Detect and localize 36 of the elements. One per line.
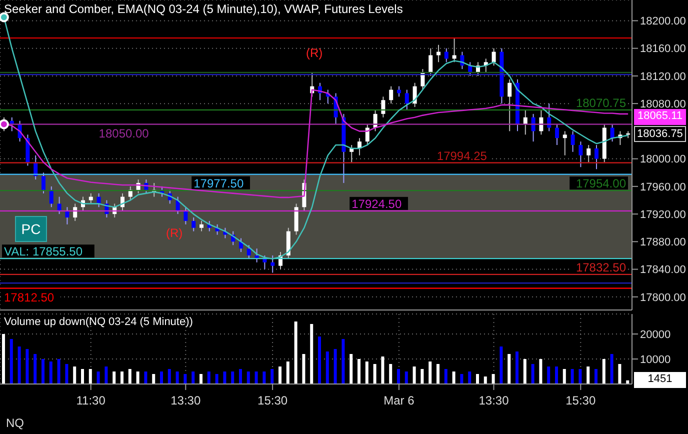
y-tick-label: 17960.00 [640,181,686,194]
y-tick-label: 18000.00 [640,154,686,166]
ref-line-label: 18050.00 [98,126,150,140]
text: 1451 [634,372,686,388]
chart-title: Volume up down(NQ 03-24 (5 Minute)) [4,316,193,328]
ref-line-label: 18070.75 [576,96,626,110]
y-tick-label: 20000 [640,328,671,341]
x-tick-label: 13:30 [170,394,201,408]
x-tick-label: Mar 6 [384,394,415,408]
text: 18036.75 [634,126,686,142]
ref-line-label: 17812.50 [4,290,54,304]
y-tick-label: 17880.00 [640,236,686,249]
y-tick-label: 17800.00 [640,292,686,304]
y-tick-label: 18080.00 [640,98,686,110]
x-tick-label: 15:30 [566,394,596,408]
y-tick-label: 18120.00 [640,70,686,83]
x-tick-label: 11:30 [76,394,106,408]
chart-title: Seeker and Comber, EMA(NQ 03-24 (5 Minute),10), VWAP, Futures Levels [4,2,403,16]
y-tick-label: 18160.00 [640,43,686,56]
annotation: (R) [306,46,323,60]
ref-line-label: VAL: 17855.50 [4,244,83,259]
ref-line-label: 17954.00 [576,176,626,191]
y-tick-label: 17840.00 [640,264,686,276]
x-tick-label: 15:30 [258,394,288,408]
text: 18065.11 [634,109,686,125]
ref-line-label: 17832.50 [576,260,626,274]
pc-button: PC [15,216,47,242]
ref-line-label: 17994.25 [436,148,488,163]
text: NQ [6,416,24,430]
y-tick-label: 18200.00 [640,16,686,28]
ref-line-label: 17924.50 [352,196,402,211]
x-tick-label: 13:30 [478,394,510,408]
y-tick-label: 10000 [640,354,671,366]
ref-line-label: 17977.50 [194,176,244,190]
annotation: (R) [166,226,183,240]
y-tick-label: 17920.00 [640,208,686,221]
